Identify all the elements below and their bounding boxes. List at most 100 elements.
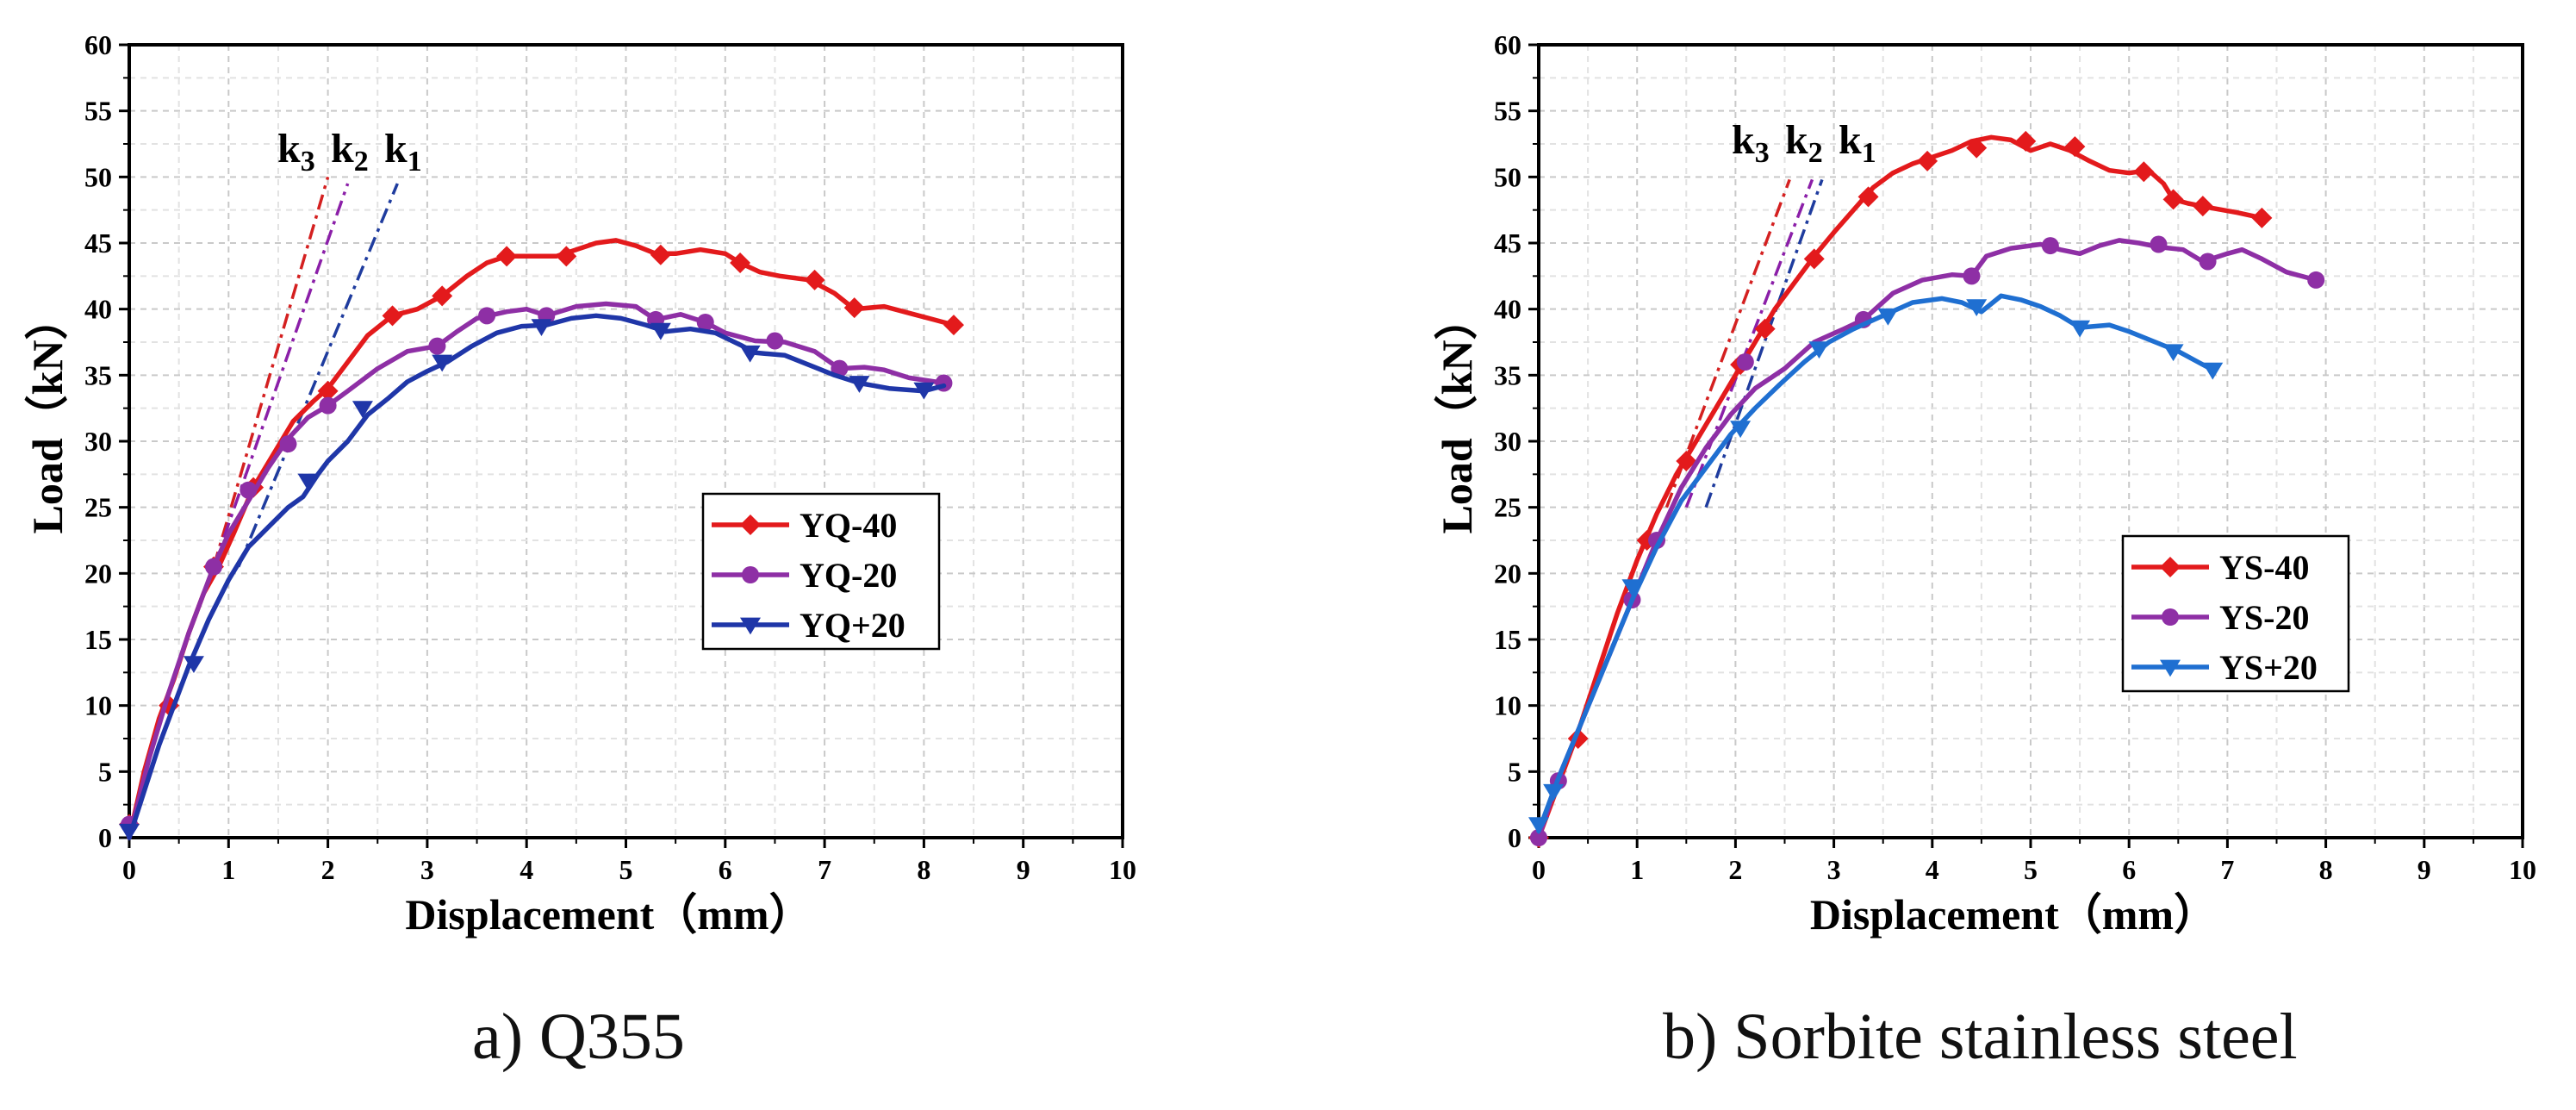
stiffness-label-main: k (1785, 117, 1808, 163)
data-point (1528, 817, 1549, 835)
chart-a-q355: 0 1 2 3 4 5 6 7 8 9 10051015202530354045505560Disp… (23, 29, 1136, 939)
legend-marker (2160, 659, 2181, 677)
data-point (297, 473, 319, 491)
data-point (766, 332, 784, 350)
y-tick-label: 30 (84, 426, 112, 457)
legend-marker (2160, 557, 2181, 577)
stiffness-label-sub: 3 (301, 146, 315, 178)
y-tick-label: 50 (1494, 161, 1521, 192)
data-point (1877, 308, 1899, 326)
y-tick-label: 40 (84, 294, 112, 325)
y-tick-label: 25 (1494, 492, 1521, 523)
stiffness-labels: k3 k2 k1 (277, 126, 422, 178)
data-point (2202, 362, 2224, 380)
legend-marker (740, 514, 761, 535)
data-point (739, 345, 761, 363)
series-line (1536, 238, 2318, 840)
data-point (428, 337, 446, 355)
legend-label: YS-40 (2219, 548, 2309, 587)
data-point (240, 481, 258, 499)
x-tick-label: 4 (520, 854, 533, 885)
data-point (1808, 341, 1830, 359)
data-point (1963, 267, 1981, 285)
data-point (1736, 353, 1754, 371)
stiffness-line-k2 (212, 183, 350, 568)
stiffness-label-main: k (331, 126, 354, 171)
data-point (496, 246, 518, 267)
data-point (2064, 136, 2086, 158)
legend: YQ-40 YQ-20 YQ+20 (701, 492, 941, 651)
data-point (696, 314, 714, 331)
y-tick-label: 55 (84, 96, 112, 127)
stiffness-label-sub: 2 (354, 146, 369, 178)
stiffness-label-main: k (384, 126, 408, 171)
stiffness-line-k1 (237, 183, 399, 568)
data-point (2199, 253, 2217, 271)
data-point (531, 319, 552, 336)
y-tick-label: 35 (1494, 359, 1521, 390)
data-point (2251, 207, 2273, 228)
data-point (849, 376, 870, 393)
stiffness-label-sub: 3 (1755, 137, 1770, 169)
y-tick-label: 40 (1494, 294, 1521, 325)
data-point (804, 269, 825, 290)
legend-entry: YQ+20 (712, 606, 905, 645)
data-point (183, 656, 204, 673)
chart-b-sorbite-stainless-steel: 0 1 2 3 4 5 6 7 8 9 10051015202530354045505560Disp… (1433, 29, 2536, 939)
y-tick-label: 10 (84, 690, 112, 721)
legend-label: YQ-40 (800, 506, 897, 545)
data-point (2069, 320, 2091, 338)
data-point (556, 246, 577, 267)
stiffness-line-k3 (212, 176, 330, 568)
legend-marker (2162, 608, 2179, 626)
x-tick-label: 1 (1630, 854, 1644, 885)
y-tick-label: 50 (84, 161, 112, 192)
data-point (432, 285, 453, 307)
data-point (650, 322, 671, 340)
data-point (730, 253, 751, 273)
stiffness-label-k3: k3 (1732, 117, 1770, 169)
y-tick-label: 15 (84, 624, 112, 655)
legend-marker (742, 566, 759, 583)
data-point (1676, 451, 1697, 471)
legend-entry: YQ-40 (712, 506, 897, 545)
caption-a: a) Q355 (472, 1001, 685, 1073)
stiffness-label-k1: k1 (384, 126, 422, 178)
y-tick-label: 30 (1494, 426, 1521, 457)
data-point (843, 297, 865, 319)
data-point (432, 354, 453, 372)
data-point (382, 305, 403, 327)
data-point (1754, 318, 1776, 340)
y-tick-label: 35 (84, 359, 112, 390)
legend: YS-40 YS-20 YS+20 (2121, 534, 2350, 693)
y-tick-label: 55 (1494, 96, 1521, 127)
y-tick-label: 25 (84, 492, 112, 523)
series-ysplus20 (1528, 293, 2224, 835)
stiffness-lines (1664, 178, 1824, 508)
data-point (279, 435, 297, 453)
legend-label: YS-20 (2219, 598, 2309, 637)
caption-b: b) Sorbite stainless steel (1663, 1001, 2298, 1073)
y-tick-label: 20 (84, 558, 112, 589)
x-tick-label: 1 (221, 854, 235, 885)
legend-entry: YS+20 (2131, 648, 2318, 687)
x-tick-label: 3 (420, 854, 434, 885)
series-line (127, 313, 947, 840)
x-axis-title: Displacement（mm） (1810, 890, 2217, 939)
data-point (1543, 783, 1565, 801)
data-point (319, 396, 337, 415)
y-tick-label: 0 (98, 822, 112, 853)
series-ys-40 (1528, 130, 2273, 848)
stiffness-label-sub: 2 (1808, 137, 1823, 169)
data-point (2041, 237, 2059, 255)
data-point (650, 244, 671, 265)
x-tick-label: 6 (719, 854, 732, 885)
x-tick-label: 8 (917, 854, 930, 885)
series-yq-40 (119, 238, 964, 840)
y-tick-label: 45 (1494, 228, 1521, 259)
data-point (2162, 344, 2184, 362)
x-tick-label: 2 (321, 854, 335, 885)
x-tick-label: 10 (2509, 854, 2536, 885)
x-tick-label: 10 (1109, 854, 1136, 885)
